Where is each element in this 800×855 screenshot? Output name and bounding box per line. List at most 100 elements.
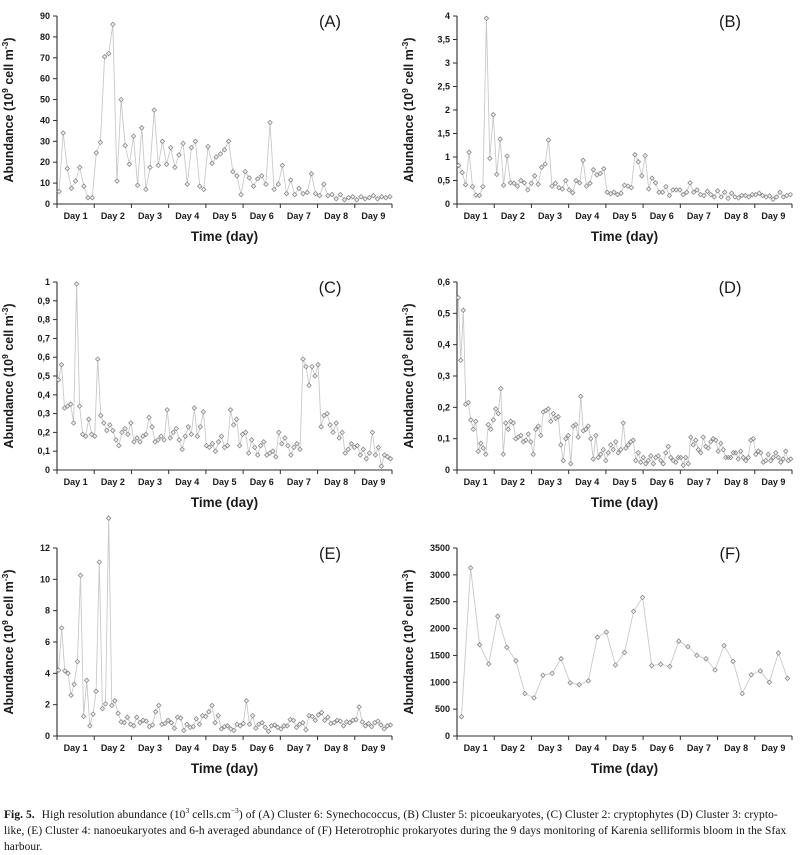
- x-tick-label: Day 2: [501, 477, 525, 487]
- x-tick-label: Day 4: [575, 211, 599, 221]
- x-tick-label: Day 8: [324, 211, 348, 221]
- x-tick-label: Day 7: [287, 211, 311, 221]
- y-tick-label: 10: [40, 574, 50, 584]
- series-line: [458, 18, 791, 200]
- y-tick-label: 4: [445, 11, 450, 21]
- chart-svg: Abundance (109 cell m-3) 0 2 4 6 8 10 12 Day 1 Da…: [0, 515, 394, 776]
- x-tick-label: Day 3: [138, 477, 162, 487]
- x-tick-label: Day 1: [464, 211, 488, 221]
- x-tick-label: Day 1: [64, 477, 88, 487]
- panel-letter: (D): [719, 279, 742, 297]
- panel-letter: (B): [719, 13, 741, 31]
- y-axis-title: Abundance (109 cell m-3): [0, 304, 16, 449]
- x-tick-label: Day 9: [761, 477, 785, 487]
- y-tick-label: 2: [445, 105, 450, 115]
- y-tick-label: 1000: [430, 677, 450, 687]
- x-tick-label: Day 5: [212, 743, 236, 753]
- y-tick-label: 50: [40, 95, 50, 105]
- series-line: [457, 297, 792, 467]
- chart-svg: Abundance (109 cell m-3) 0 0,1 0,2 0,3 0,4 0,5…: [0, 277, 394, 510]
- y-tick-label: 2000: [430, 624, 450, 634]
- chart-panel-f-heterotrophic-prokaryotes: Abundance (109 cell m-3) 0 500 1000 1500 2000…: [400, 532, 800, 798]
- chart-grid: Abundance (109 cell m-3) 0 10 20 30 40 50 60 70 8…: [0, 0, 800, 798]
- y-axis-title: Abundance (109 cell m-3): [0, 570, 16, 715]
- caption-sup-1: 3: [185, 806, 190, 815]
- y-tick-label: 0,2: [437, 402, 450, 412]
- x-tick-label: Day 5: [212, 477, 236, 487]
- y-tick-label: 20: [40, 157, 50, 167]
- y-tick-label: 80: [40, 32, 50, 42]
- y-tick-label: 4: [45, 668, 50, 678]
- y-tick-label: 0,6: [37, 352, 50, 362]
- y-tick-label: 0,5: [437, 176, 450, 186]
- y-tick-label: 6: [45, 637, 50, 647]
- y-tick-label: 90: [40, 11, 50, 21]
- x-tick-label: Day 9: [361, 477, 385, 487]
- x-axis-title: Time (day): [591, 761, 658, 776]
- series-line: [58, 24, 391, 201]
- chart-panel-b-picoeukaryotes: Abundance (109 cell m-3) 0 0,5 1 1,5 2 2,5 3 3,5…: [400, 0, 800, 266]
- y-tick-label: 500: [435, 704, 450, 714]
- y-tick-label: 30: [40, 136, 50, 146]
- x-axis-title: Time (day): [591, 229, 658, 244]
- chart-panel-d-crypto-like: Abundance (109 cell m-3) 0 0,1 0,2 0,3 0,4 0,5…: [400, 266, 800, 532]
- chart-svg: Abundance (109 cell m-3) 0 10 20 30 40 50 60 70 8…: [0, 11, 393, 244]
- y-tick-label: 0,2: [37, 427, 50, 437]
- axes: [456, 282, 792, 471]
- x-tick-label: Day 6: [250, 743, 274, 753]
- x-tick-label: Day 2: [501, 211, 525, 221]
- y-tick-label: 0,3: [37, 409, 50, 419]
- x-tick-label: Day 7: [287, 743, 311, 753]
- x-tick-label: Day 8: [324, 477, 348, 487]
- x-tick-label: Day 6: [650, 743, 674, 753]
- x-tick-label: Day 8: [724, 211, 748, 221]
- y-tick-label: 3500: [430, 543, 450, 553]
- y-axis-title: Abundance (109 cell m-3): [0, 38, 16, 183]
- x-tick-label: Day 8: [724, 743, 748, 753]
- x-tick-label: Day 7: [687, 211, 711, 221]
- x-tick-label: Day 5: [612, 477, 636, 487]
- caption-sup-2: −3: [230, 806, 239, 815]
- series-markers: [455, 294, 794, 469]
- x-tick-label: Day 6: [650, 211, 674, 221]
- y-axis-title: Abundance (109 cell m-3): [400, 304, 416, 449]
- x-tick-label: Day 6: [250, 211, 274, 221]
- x-tick-label: Day 4: [175, 211, 199, 221]
- caption-label: Fig. 5.: [4, 808, 35, 821]
- x-tick-label: Day 3: [538, 211, 562, 221]
- x-tick-label: Day 3: [138, 211, 162, 221]
- series-markers: [458, 565, 791, 720]
- chart-panel-c-cryptophytes: Abundance (109 cell m-3) 0 0,1 0,2 0,3 0,4 0,5…: [0, 266, 400, 532]
- y-tick-label: 10: [40, 178, 50, 188]
- x-tick-label: Day 1: [64, 211, 88, 221]
- y-tick-label: 70: [40, 53, 50, 63]
- y-tick-label: 0: [445, 731, 450, 741]
- x-axis-title: Time (day): [191, 229, 258, 244]
- x-tick-label: Day 3: [538, 743, 562, 753]
- x-tick-label: Day 4: [575, 477, 599, 487]
- axes: [56, 548, 392, 737]
- axes: [456, 16, 792, 205]
- y-tick-label: 2,5: [437, 82, 450, 92]
- series-markers: [55, 281, 394, 469]
- chart-panel-e-nanoeukaryotes: Abundance (109 cell m-3) 0 2 4 6 8 10 12 Day 1 Da…: [0, 515, 400, 798]
- caption-text-3: ) of (A) Cluster 6: Synechococcus, (B) C…: [4, 808, 787, 854]
- chart-svg: Abundance (109 cell m-3) 0 0,5 1 1,5 2 2,5 3 3,5…: [400, 11, 794, 244]
- y-tick-label: 0,6: [437, 277, 450, 287]
- x-tick-label: Day 6: [250, 477, 274, 487]
- panel-letter: (C): [319, 279, 342, 297]
- x-tick-label: Day 8: [724, 477, 748, 487]
- x-tick-label: Day 7: [287, 477, 311, 487]
- chart-panel-a-synechococcus: Abundance (109 cell m-3) 0 10 20 30 40 50 60 70 8…: [0, 0, 400, 266]
- figure-caption: Fig. 5. High resolution abundance (103 ce…: [0, 798, 800, 855]
- x-tick-label: Day 9: [361, 211, 385, 221]
- chart-svg: Abundance (109 cell m-3) 0 500 1000 1500 2000…: [400, 543, 793, 776]
- x-tick-label: Day 7: [687, 743, 711, 753]
- panel-letter: (E): [319, 545, 341, 563]
- y-tick-label: 0,1: [437, 434, 450, 444]
- x-tick-label: Day 2: [501, 743, 525, 753]
- x-tick-label: Day 2: [101, 477, 125, 487]
- y-tick-label: 0,4: [37, 390, 50, 400]
- y-axis-title: Abundance (109 cell m-3): [400, 570, 416, 715]
- y-tick-label: 60: [40, 74, 50, 84]
